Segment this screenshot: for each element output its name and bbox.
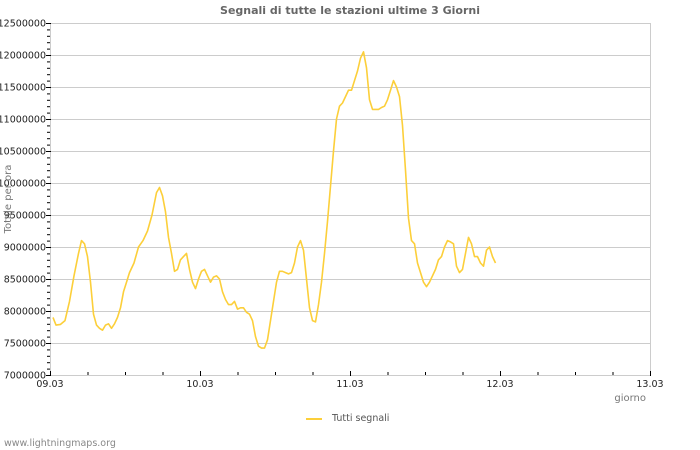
chart-title: Segnali di tutte le stazioni ultime 3 Gi…: [220, 4, 480, 17]
y-tick-label: 10000000: [0, 179, 46, 190]
legend-label: Tutti segnali: [332, 413, 390, 424]
y-tick-label: 8500000: [4, 275, 46, 286]
y-tick-label: 7500000: [4, 339, 46, 350]
plot-frame: [50, 23, 651, 376]
x-axis-title: giorno: [614, 393, 646, 404]
y-axis: 7000000 7500000 8000000 8500000 9000000 95000…: [0, 19, 51, 382]
y-axis-title: Totale per ora: [3, 165, 14, 235]
series-line-tutti-segnali: [52, 50, 497, 349]
x-tick-label: 10.03: [186, 379, 213, 390]
y-tick-label: 11500000: [0, 83, 46, 94]
y-tick-label: 8000000: [4, 307, 46, 318]
footer-credit: www.lightningmaps.org: [4, 438, 116, 449]
x-tick-label: 12.03: [486, 379, 513, 390]
x-axis: 09.03 10.03 11.03 12.03 13.03: [36, 371, 664, 390]
y-tick-label: 12000000: [0, 51, 46, 62]
grid-lines: [50, 23, 650, 344]
y-tick-label: 7000000: [4, 371, 46, 382]
y-tick-label: 10500000: [0, 147, 46, 158]
legend: Tutti segnali: [306, 413, 389, 424]
y-tick-label: 9000000: [4, 243, 46, 254]
y-tick-label: 11000000: [0, 115, 46, 126]
y-tick-label: 9500000: [4, 211, 46, 222]
legend-swatch: [306, 417, 322, 420]
x-tick-label: 11.03: [336, 379, 363, 390]
y-tick-label: 12500000: [0, 19, 46, 30]
x-tick-label: 09.03: [36, 379, 63, 390]
x-tick-label: 13.03: [636, 379, 663, 390]
